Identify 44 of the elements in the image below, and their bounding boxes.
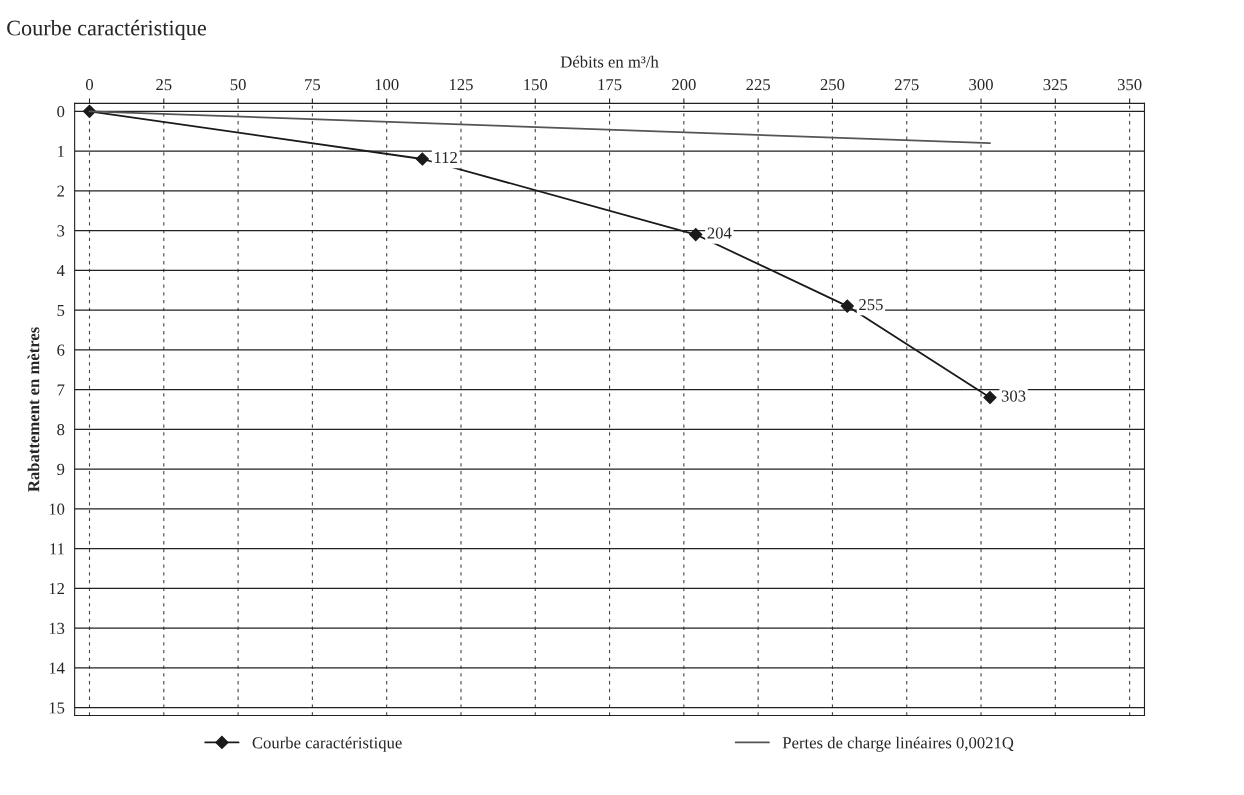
x-tick-label: 0 bbox=[85, 78, 94, 91]
x-tick-label: 175 bbox=[598, 79, 622, 91]
legend-label: Pertes de charge linéaires 0,0021Q bbox=[782, 736, 1014, 752]
y-axis-title: Rabattement en mètres bbox=[27, 327, 40, 492]
y-tick-label: 14 bbox=[49, 662, 65, 674]
point bbox=[983, 390, 997, 405]
x-tick-label: 200 bbox=[672, 78, 696, 91]
x-tick-label: 250 bbox=[820, 78, 845, 91]
y-tick-label: 4 bbox=[56, 265, 65, 277]
y-tick-label: 1 bbox=[58, 145, 64, 157]
y-tick-label: 5 bbox=[57, 304, 65, 316]
legend-label: Courbe caractéristique bbox=[252, 736, 402, 752]
y-tick-label: 11 bbox=[50, 543, 64, 555]
x-axis-title: Débits en m³/h bbox=[560, 55, 659, 68]
point bbox=[415, 152, 429, 166]
x-tick-label: 275 bbox=[894, 79, 919, 91]
y-tick-label: 7 bbox=[57, 384, 65, 396]
x-tick-label: 125 bbox=[449, 79, 473, 91]
annotation: 204 bbox=[707, 227, 732, 239]
y-tick-label: 0 bbox=[57, 106, 65, 118]
x-tick-label: 75 bbox=[305, 79, 321, 91]
x-tick-label: 100 bbox=[375, 78, 399, 91]
x-tick-label: 225 bbox=[746, 79, 770, 91]
y-tick-label: 8 bbox=[57, 424, 65, 436]
annotation: 255 bbox=[859, 299, 883, 311]
y-tick-label: 13 bbox=[49, 622, 65, 634]
y-tick-label: 3 bbox=[57, 225, 65, 237]
annotation: 303 bbox=[1001, 390, 1026, 402]
x-tick-label: 300 bbox=[969, 78, 993, 91]
x-tick-label: 25 bbox=[156, 79, 172, 91]
y-tick-label: 9 bbox=[57, 463, 65, 475]
y-tick-label: 2 bbox=[57, 185, 64, 197]
y-tick-label: 6 bbox=[57, 344, 65, 356]
point bbox=[840, 299, 854, 313]
y-tick-label: 12 bbox=[49, 583, 64, 595]
x-tick-label: 150 bbox=[524, 78, 548, 91]
x-tick-label: 350 bbox=[1117, 78, 1142, 91]
y-tick-label: 10 bbox=[49, 503, 65, 515]
x-tick-label: 50 bbox=[230, 78, 246, 91]
y-tick-label: 15 bbox=[49, 702, 65, 714]
annotation: 112 bbox=[434, 151, 457, 164]
x-tick-label: 325 bbox=[1043, 79, 1068, 91]
point bbox=[689, 227, 703, 242]
chart-title: Courbe caractéristique bbox=[7, 19, 206, 41]
